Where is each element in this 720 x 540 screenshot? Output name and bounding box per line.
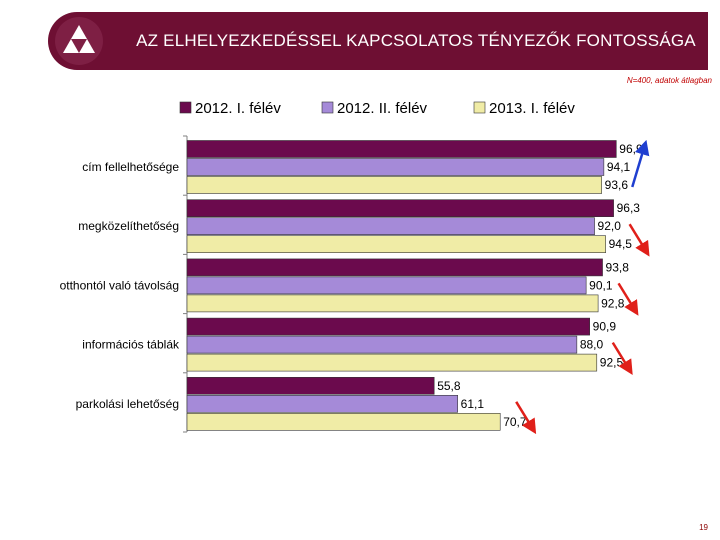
legend-swatch	[321, 101, 334, 114]
legend-swatch	[179, 101, 192, 114]
data-label: 93,6	[605, 178, 629, 192]
bar-group	[186, 140, 617, 431]
trend-arrows	[515, 139, 650, 435]
bar	[186, 176, 602, 194]
data-labels: 96,9 94,1 93,6 96,3 92,0 94,5 93,8 90,1 92,8 90,9…	[437, 142, 643, 429]
legend-swatch	[473, 101, 486, 114]
data-label: 90,1	[589, 278, 613, 292]
category-label: otthontól való távolság	[60, 278, 179, 292]
data-label: 93,8	[606, 260, 630, 274]
bar	[186, 353, 598, 372]
chart-legend: 2012. I. félév 2012. II. félév 2013. I. fé…	[179, 100, 575, 117]
legend-label: 2013. I. félév	[489, 100, 575, 117]
data-label: 94,5	[609, 237, 633, 251]
category-label: parkolási lehetőség	[76, 397, 179, 411]
bar	[186, 294, 599, 313]
category-label: információs táblák	[82, 338, 180, 352]
header-bar: AZ ELHELYEZKEDÉSSEL KAPCSOLATOS TÉNYEZŐK…	[48, 12, 708, 70]
data-label: 96,3	[617, 201, 641, 215]
bar	[186, 394, 458, 413]
trend-down-arrow-icon	[611, 341, 633, 375]
data-label: 70,7	[503, 415, 527, 429]
trend-down-arrow-icon	[617, 282, 639, 316]
legend-label: 2012. II. félév	[337, 100, 428, 117]
bar	[186, 335, 578, 354]
data-label: 55,8	[437, 379, 461, 393]
category-label: megközelíthetőség	[78, 219, 179, 233]
data-label: 90,9	[593, 320, 617, 334]
trend-down-arrow-icon	[515, 401, 537, 435]
page-number: 19	[699, 523, 708, 532]
bar	[186, 199, 614, 217]
category-labels: cím fellelhetősége megközelíthetőség ottho…	[60, 160, 180, 411]
bar	[186, 235, 606, 253]
trend-up-arrow-icon	[631, 139, 650, 188]
bar	[186, 217, 595, 235]
bar	[186, 158, 605, 176]
data-label: 94,1	[607, 160, 631, 174]
data-label: 61,1	[461, 397, 485, 411]
triangle-logo-icon	[55, 17, 103, 65]
data-label: 88,0	[580, 338, 604, 352]
y-axis-ticks	[183, 135, 187, 433]
data-label: 92,8	[601, 296, 625, 310]
chart-subtitle: N=400, adatok átlagban	[626, 76, 712, 85]
trend-down-arrow-icon	[628, 223, 650, 257]
legend-label: 2012. I. félév	[195, 100, 281, 117]
bar	[186, 276, 587, 295]
data-label: 92,5	[600, 356, 624, 370]
category-label: cím fellelhetősége	[82, 160, 179, 174]
bar	[186, 258, 603, 277]
bar	[186, 317, 590, 336]
bar	[186, 376, 435, 395]
bar	[186, 412, 501, 431]
bar	[186, 140, 617, 158]
page-title: AZ ELHELYEZKEDÉSSEL KAPCSOLATOS TÉNYEZŐK…	[136, 31, 696, 50]
data-label: 92,0	[598, 219, 622, 233]
data-label: 96,9	[619, 142, 643, 156]
